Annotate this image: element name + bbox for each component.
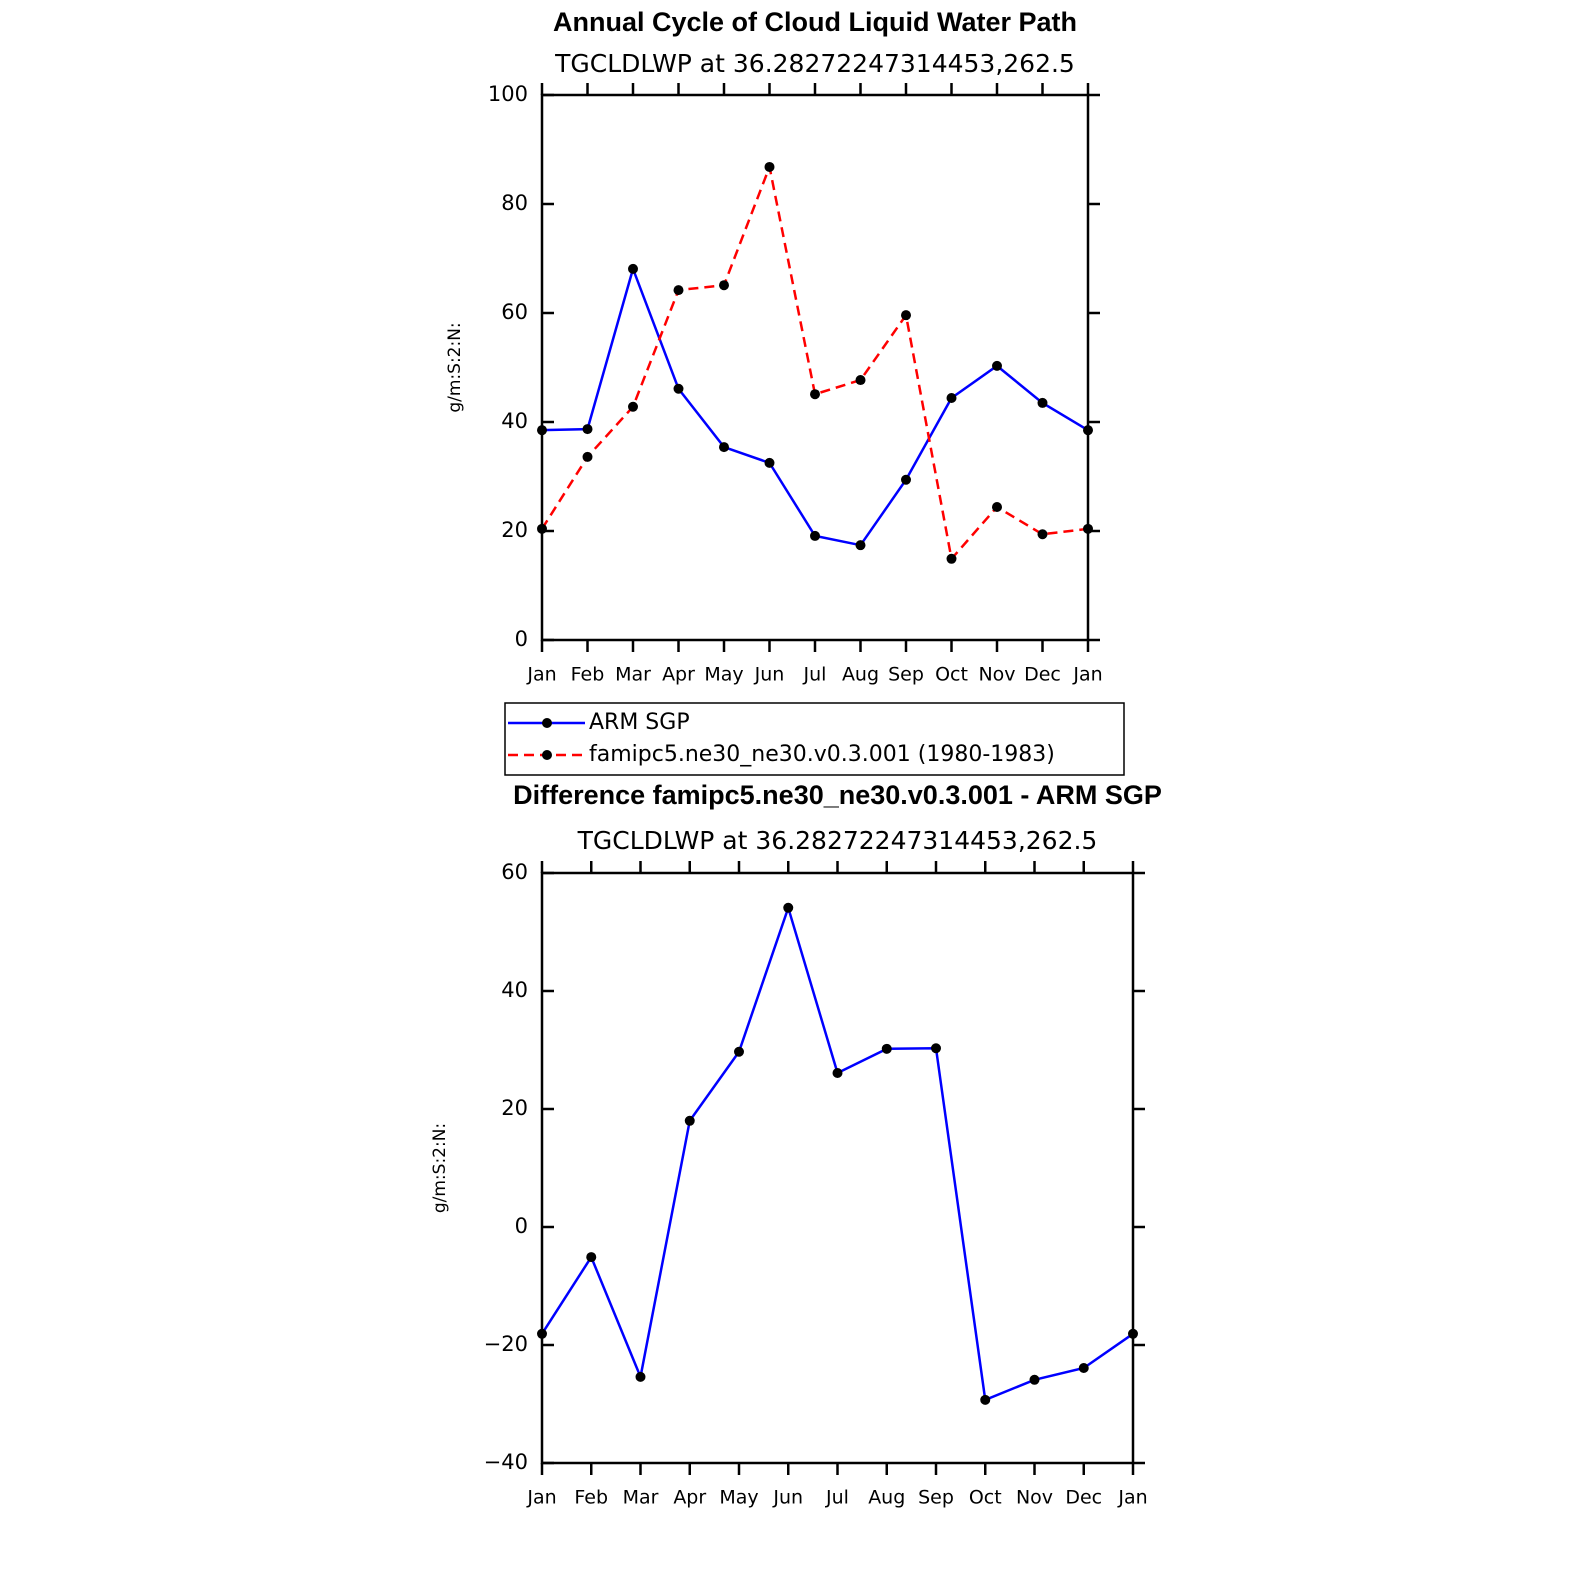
y-tick-label: 20 xyxy=(501,1096,528,1120)
x-tick-label: Jul xyxy=(825,1487,849,1509)
x-tick-label: Jan xyxy=(1117,1487,1147,1509)
data-point xyxy=(635,1371,646,1382)
data-point xyxy=(855,375,866,386)
y-tick-label: 80 xyxy=(501,191,528,215)
series-line xyxy=(541,264,1089,547)
x-tick-label: Feb xyxy=(574,1487,608,1509)
y-tick-label: 60 xyxy=(501,300,528,324)
x-tick-label: Nov xyxy=(1016,1487,1053,1509)
x-tick-label: Mar xyxy=(623,1487,659,1509)
x-tick-label: Oct xyxy=(969,1487,1002,1509)
data-point xyxy=(1037,529,1048,540)
y-tick-label: 20 xyxy=(501,518,528,542)
x-tick-label: Aug xyxy=(842,664,879,686)
data-point xyxy=(901,474,911,485)
data-point xyxy=(855,540,866,551)
legend-label: ARM SGP xyxy=(589,710,690,735)
series-line xyxy=(540,903,1134,1402)
data-point xyxy=(628,263,638,274)
x-tick-label: Sep xyxy=(888,664,924,686)
series-line xyxy=(540,162,1089,562)
y-tick-label: 0 xyxy=(515,627,528,651)
x-tick-label: Jan xyxy=(1072,664,1102,686)
x-tick-label: Nov xyxy=(978,664,1015,686)
data-point xyxy=(764,161,775,172)
plot-frame xyxy=(540,871,1135,1465)
data-point xyxy=(673,285,684,296)
data-point xyxy=(719,442,729,453)
data-point xyxy=(582,451,593,462)
chart-subtitle: TGCLDLWP at 36.28272247314453,262.5 xyxy=(554,49,1075,78)
data-point xyxy=(901,310,911,321)
data-point xyxy=(586,1252,597,1263)
x-tick-label: Sep xyxy=(918,1487,954,1509)
x-tick-label: Apr xyxy=(673,1487,706,1509)
data-point xyxy=(628,401,638,412)
y-tick-label: 40 xyxy=(501,978,528,1002)
data-point xyxy=(980,1394,991,1405)
x-tick-label: Jun xyxy=(754,664,785,686)
y-tick-label: −20 xyxy=(484,1332,528,1356)
x-tick-label: May xyxy=(719,1487,758,1509)
data-point xyxy=(832,1068,843,1079)
x-tick-label: Mar xyxy=(615,664,651,686)
data-point xyxy=(992,360,1002,371)
data-point xyxy=(719,280,729,291)
x-tick-label: Oct xyxy=(935,664,968,686)
data-point xyxy=(673,383,684,394)
y-tick-label: 40 xyxy=(501,409,528,433)
data-point xyxy=(783,902,794,913)
x-tick-label: Dec xyxy=(1065,1487,1102,1509)
x-tick-label: Aug xyxy=(868,1487,905,1509)
legend-label: famipc5.ne30_ne30.v0.3.001 (1980-1983) xyxy=(589,742,1055,767)
data-point xyxy=(684,1115,695,1126)
legend-box xyxy=(504,702,1125,776)
x-tick-label: Apr xyxy=(662,664,695,686)
data-point xyxy=(1029,1374,1040,1385)
x-tick-label: Jun xyxy=(772,1487,803,1509)
data-point xyxy=(764,457,775,468)
data-point xyxy=(810,530,820,541)
data-point xyxy=(734,1046,744,1057)
data-point xyxy=(946,393,957,404)
chart-title: Difference famipc5.ne30_ne30.v0.3.001 - … xyxy=(513,780,1162,810)
data-point xyxy=(810,389,820,400)
y-tick-label: 60 xyxy=(501,860,528,884)
data-point xyxy=(992,502,1002,513)
y-tick-label: 0 xyxy=(515,1214,528,1238)
y-tick-label: −40 xyxy=(484,1450,528,1474)
legend-marker xyxy=(542,718,552,728)
chart-title: Annual Cycle of Cloud Liquid Water Path xyxy=(553,7,1077,37)
data-point xyxy=(1037,397,1048,408)
x-tick-label: Jan xyxy=(526,1487,556,1509)
y-axis-label: g/m:S:2:N: xyxy=(445,322,465,412)
x-tick-label: Feb xyxy=(571,664,605,686)
data-point xyxy=(946,553,957,564)
x-tick-label: Dec xyxy=(1024,664,1061,686)
data-point xyxy=(881,1043,892,1054)
y-tick-label: 100 xyxy=(488,82,528,106)
data-point xyxy=(931,1043,941,1054)
x-tick-label: Jan xyxy=(526,664,556,686)
plot-frame xyxy=(540,93,1090,642)
data-point xyxy=(582,424,593,435)
y-axis-label: g/m:S:2:N: xyxy=(430,1123,450,1213)
legend-marker xyxy=(542,750,552,760)
x-tick-label: May xyxy=(704,664,743,686)
data-point xyxy=(1078,1363,1089,1374)
x-tick-label: Jul xyxy=(803,664,827,686)
chart-subtitle: TGCLDLWP at 36.28272247314453,262.5 xyxy=(577,826,1098,855)
